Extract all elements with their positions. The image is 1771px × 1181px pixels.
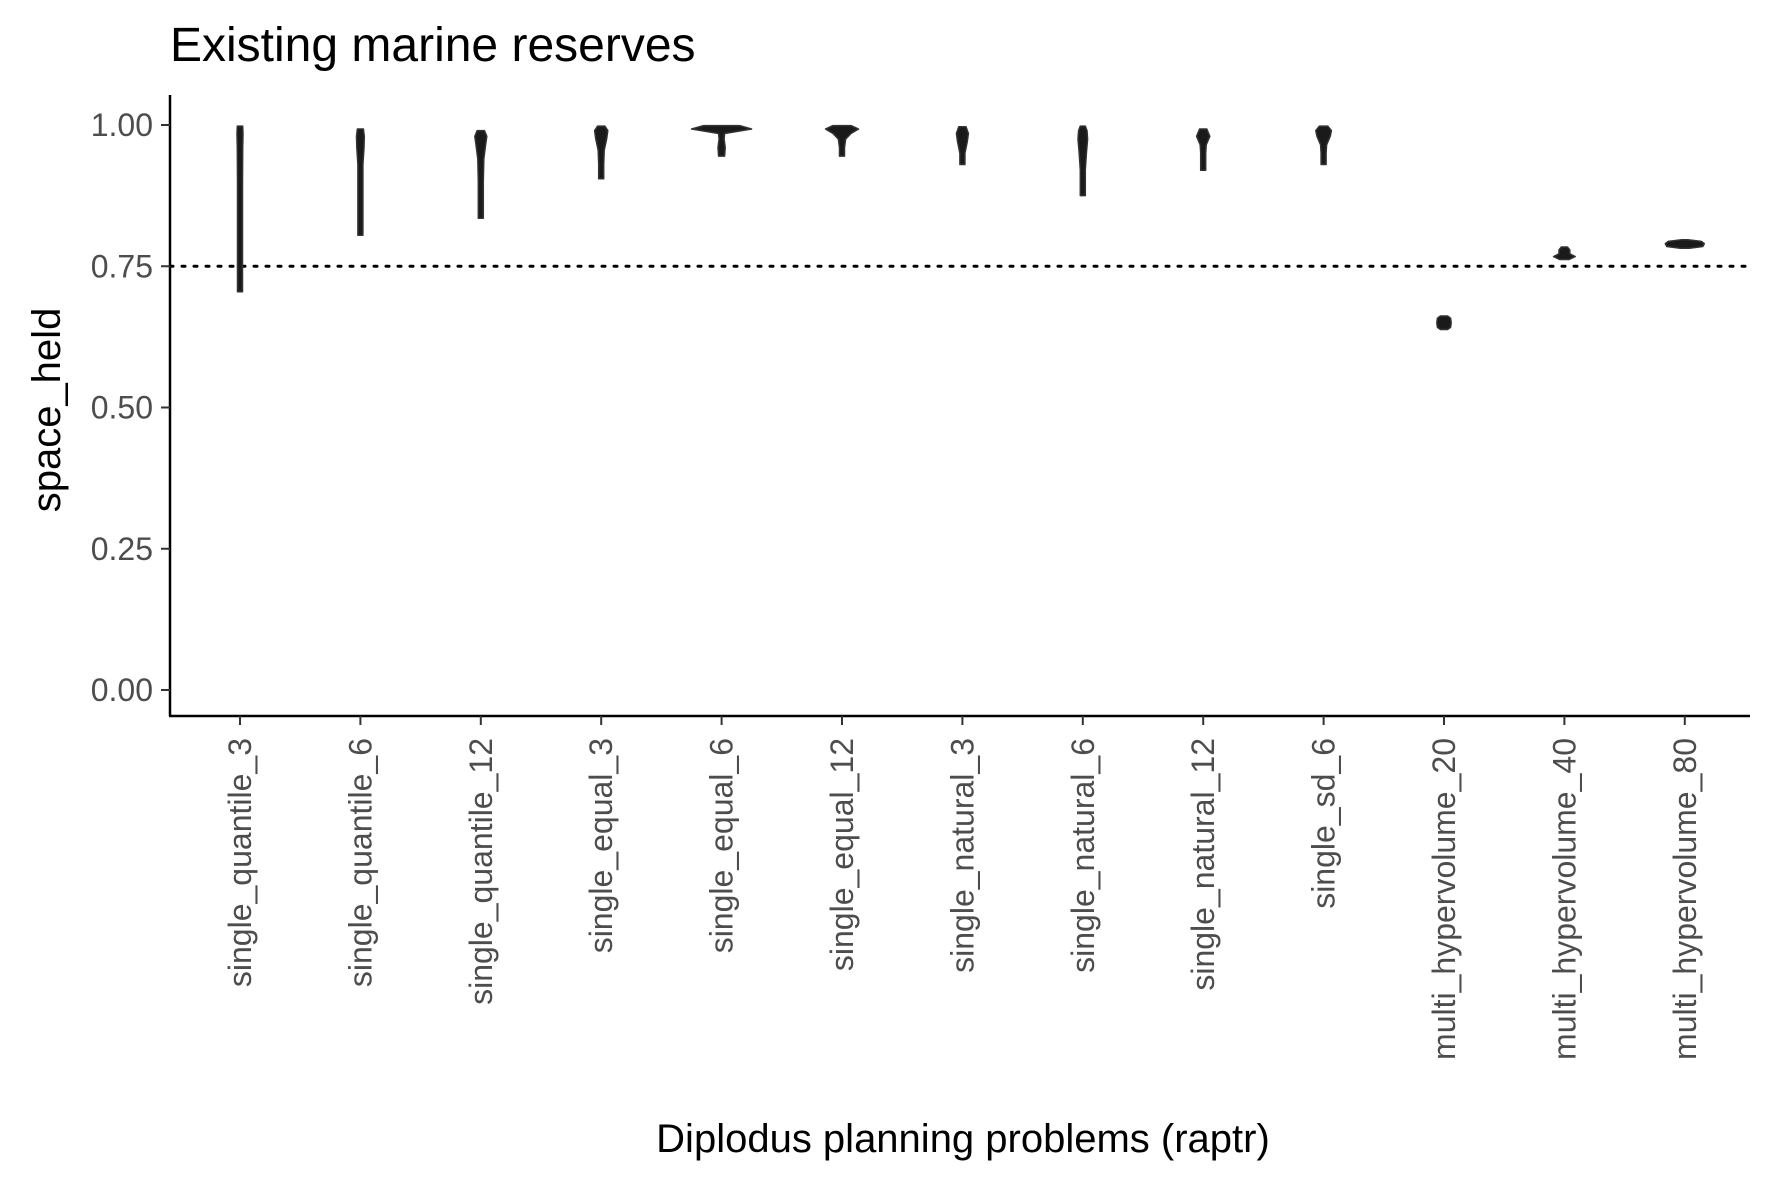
x-tick-label: single_natural_12 (1185, 738, 1221, 991)
violin-single_equal_12 (824, 124, 860, 157)
y-axis-title: space_held (25, 308, 69, 513)
violin-single_equal_6 (690, 124, 753, 157)
x-tick-label: single_natural_3 (944, 738, 980, 973)
violin-single_natural_6 (1077, 125, 1089, 197)
violin-single_equal_3 (593, 125, 609, 180)
violin-single_quantile_6 (355, 128, 366, 236)
y-tick-label: 0.25 (91, 531, 153, 567)
x-axis-title: Diplodus planning problems (raptr) (656, 1117, 1270, 1161)
x-tick-label: single_equal_3 (583, 738, 619, 953)
chart-title: Existing marine reserves (170, 19, 696, 72)
axes (168, 95, 1750, 718)
y-tick-label: 0.50 (91, 390, 153, 426)
violin-multi_hypervolume_40 (1552, 246, 1576, 261)
x-tick-label: single_equal_12 (824, 738, 860, 971)
violin-single_natural_12 (1195, 128, 1211, 171)
violin-single_sd_6 (1315, 125, 1333, 166)
x-tick-label: single_quantile_12 (463, 738, 499, 1005)
x-tick-label: multi_hypervolume_80 (1667, 738, 1703, 1060)
violin-multi_hypervolume_20 (1436, 315, 1452, 331)
x-tick-label: single_sd_6 (1306, 738, 1342, 909)
x-ticks: single_quantile_3 single_quantile_6 single… (222, 716, 1703, 1060)
violin-single_quantile_3 (236, 125, 244, 293)
violin-single_quantile_12 (474, 129, 488, 219)
x-tick-label: single_quantile_6 (342, 738, 378, 987)
y-tick-label: 0.00 (91, 672, 153, 708)
x-tick-label: multi_hypervolume_20 (1426, 738, 1462, 1060)
violin-multi_hypervolume_80 (1664, 238, 1706, 249)
x-tick-label: multi_hypervolume_40 (1546, 738, 1582, 1060)
violin-single_natural_3 (955, 125, 970, 166)
y-tick-label: 1.00 (91, 107, 153, 143)
y-ticks: 0.00 0.25 0.50 0.75 1.00 (91, 107, 170, 708)
violins (236, 124, 1706, 331)
x-tick-label: single_natural_6 (1065, 738, 1101, 973)
x-tick-label: single_quantile_3 (222, 738, 258, 987)
x-tick-label: single_equal_6 (704, 738, 740, 953)
y-tick-label: 0.75 (91, 248, 153, 284)
